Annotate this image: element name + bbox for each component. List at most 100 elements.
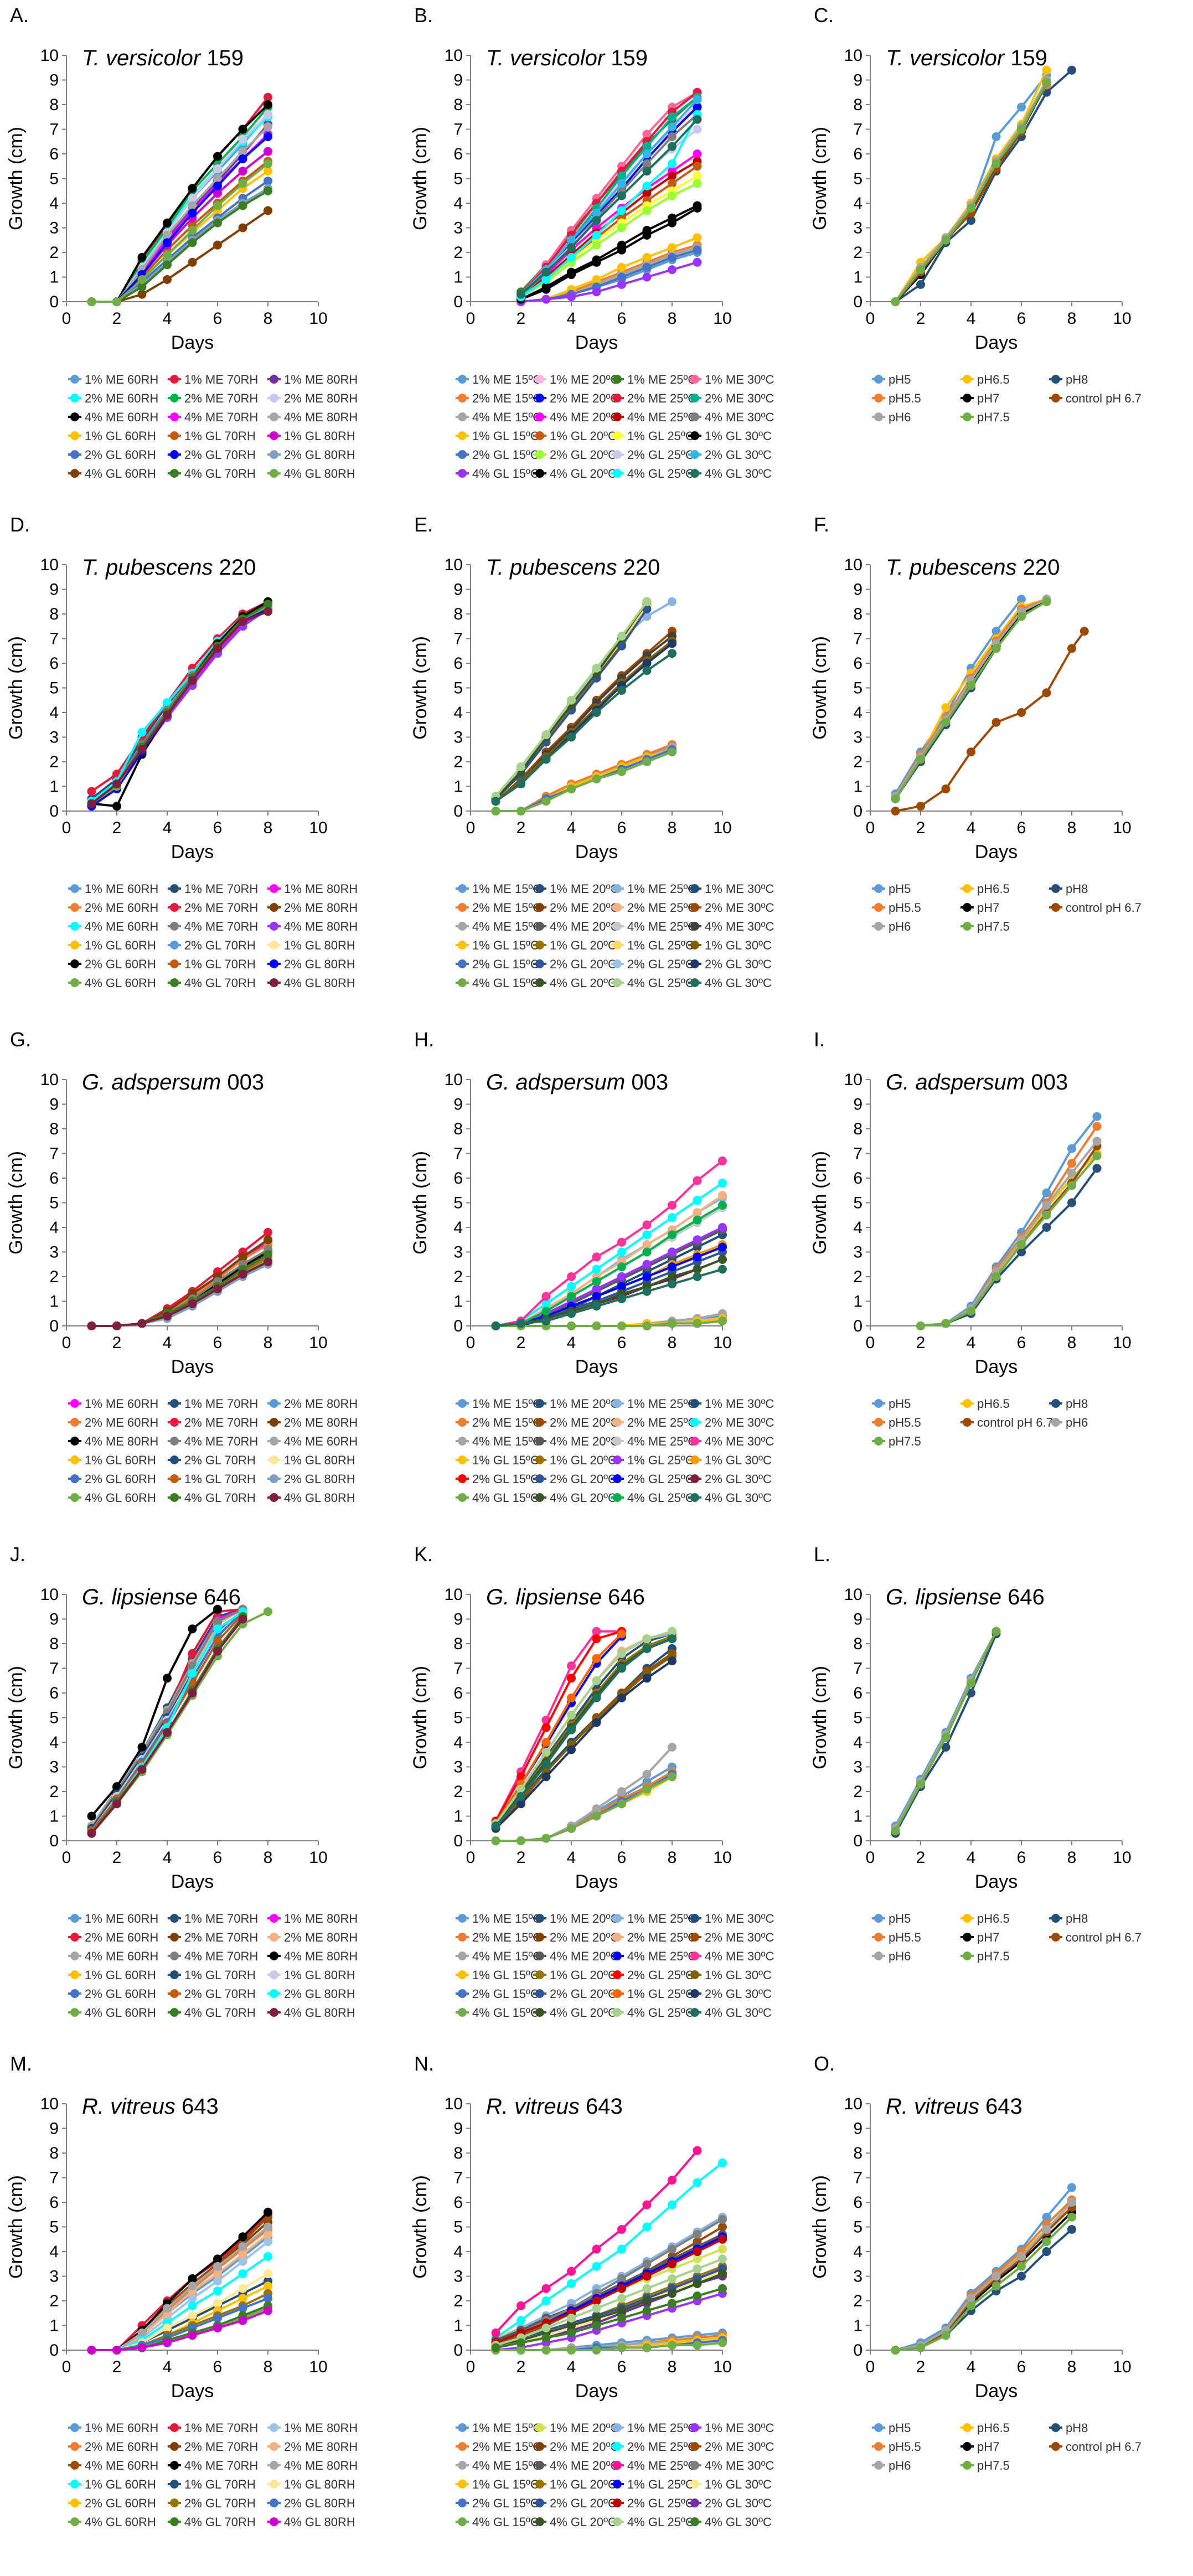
legend-label: 2% ME 70RH — [184, 391, 258, 405]
y-tick-label: 5 — [453, 170, 463, 188]
chart-panel-E: E. T. pubescens 220 0 1 2 3 4 5 6 7 8 9 10 0 2 4 6 8 10 Day… — [410, 513, 774, 990]
legend-marker — [535, 394, 544, 402]
data-point — [1092, 1151, 1102, 1160]
legend-marker — [963, 1399, 972, 1408]
data-point — [264, 2294, 272, 2303]
series-line — [495, 2268, 723, 2347]
legend-label: 4% GL 15ºC — [472, 1491, 539, 1505]
legend-label: 2% ME 20ºC — [550, 1416, 619, 1429]
y-tick-label: 6 — [453, 1684, 463, 1702]
legend-label: 2% GL 25ºC — [627, 2496, 694, 2510]
legend-marker — [963, 2461, 972, 2470]
series — [916, 1122, 1102, 1330]
legend-marker — [690, 1989, 699, 1998]
x-tick-label: 0 — [62, 2358, 71, 2376]
data-point — [188, 1649, 197, 1658]
x-tick-label: 4 — [567, 819, 576, 837]
legend-marker — [874, 1437, 883, 1446]
x-tick-label: 10 — [1113, 819, 1131, 837]
legend-label: 4% ME 25ºC — [627, 1949, 697, 1963]
data-point — [668, 1200, 676, 1210]
legend-label: 1% GL 70RH — [184, 1968, 256, 1982]
data-point — [642, 659, 652, 668]
series-line — [894, 601, 1047, 799]
legend-marker — [535, 2461, 544, 2470]
x-tick-label: 2 — [517, 1849, 526, 1867]
chart-title-strain: 646 — [1001, 1585, 1045, 1609]
legend-label: 4% GL 20ºC — [550, 467, 617, 481]
y-tick-label: 2 — [453, 1783, 463, 1801]
y-tick-label: 8 — [453, 1635, 463, 1653]
legend-marker — [270, 450, 278, 459]
data-point — [1067, 2183, 1076, 2192]
legend-marker — [70, 412, 79, 421]
legend-marker — [535, 2498, 544, 2507]
legend-marker — [963, 1933, 972, 1942]
data-point — [617, 1649, 626, 1658]
legend-label: 1% ME 70RH — [184, 1397, 258, 1411]
data-point — [163, 250, 172, 260]
y-tick-label: 3 — [853, 1243, 863, 1262]
data-point — [991, 1272, 1001, 1281]
data-point — [592, 2304, 601, 2313]
data-point — [617, 1247, 626, 1257]
legend-marker — [270, 2423, 278, 2432]
data-point — [718, 2244, 727, 2254]
data-point — [642, 2343, 652, 2352]
data-point — [693, 1235, 702, 1245]
y-tick-label: 10 — [40, 1586, 59, 1604]
legend-marker — [613, 1970, 622, 1979]
legend-marker — [458, 450, 467, 459]
data-point — [137, 2328, 147, 2337]
data-point — [718, 1223, 727, 1232]
legend-label: 2% ME 15ºC — [472, 1930, 542, 1944]
y-tick-label: 6 — [49, 2193, 59, 2212]
data-point — [188, 676, 197, 685]
series — [491, 597, 652, 801]
data-point — [1067, 1198, 1076, 1207]
data-point — [517, 2338, 525, 2347]
legend-marker — [963, 1952, 972, 1960]
series-line — [495, 652, 673, 802]
x-tick-label: 2 — [112, 819, 122, 837]
series — [491, 1627, 626, 1826]
data-point — [718, 1200, 727, 1210]
y-tick-label: 4 — [853, 194, 863, 213]
data-point — [617, 1262, 626, 1272]
legend-label: 2% GL 30ºC — [705, 1987, 772, 2001]
data-point — [238, 125, 247, 134]
x-tick-label: 10 — [309, 819, 327, 837]
x-axis-label: Days — [575, 1871, 618, 1892]
data-point — [668, 1279, 676, 1289]
y-tick-label: 5 — [453, 679, 463, 698]
x-tick-label: 2 — [112, 309, 122, 328]
series — [891, 595, 1051, 803]
legend-label: control pH 6.7 — [977, 1416, 1053, 1429]
data-point — [617, 2314, 626, 2323]
y-tick-label: 3 — [49, 2268, 59, 2286]
data-point — [1067, 1159, 1076, 1168]
data-point — [264, 2252, 272, 2261]
legend-label: 4% GL 30ºC — [705, 2515, 772, 2529]
legend-marker — [1051, 884, 1060, 893]
legend-marker — [170, 2442, 179, 2451]
data-point — [87, 1811, 96, 1821]
legend-marker — [963, 903, 972, 912]
legend-label: 2% ME 70RH — [184, 1416, 258, 1429]
x-tick-label: 10 — [1113, 2358, 1131, 2376]
series-line — [495, 2216, 724, 2341]
data-point — [642, 2272, 652, 2281]
data-point — [567, 1745, 576, 1754]
x-tick-label: 2 — [916, 1334, 926, 1352]
data-point — [991, 159, 1001, 168]
y-tick-label: 10 — [445, 1071, 463, 1089]
y-tick-label: 3 — [49, 219, 59, 238]
y-tick-label: 6 — [853, 145, 863, 163]
y-tick-label: 8 — [49, 2144, 59, 2162]
legend-marker — [170, 2423, 179, 2432]
data-point — [112, 1321, 121, 1330]
legend-label: 4% ME 25ºC — [627, 1434, 697, 1448]
series-line — [495, 1160, 724, 1327]
data-point — [617, 223, 626, 233]
data-point — [264, 1257, 272, 1267]
